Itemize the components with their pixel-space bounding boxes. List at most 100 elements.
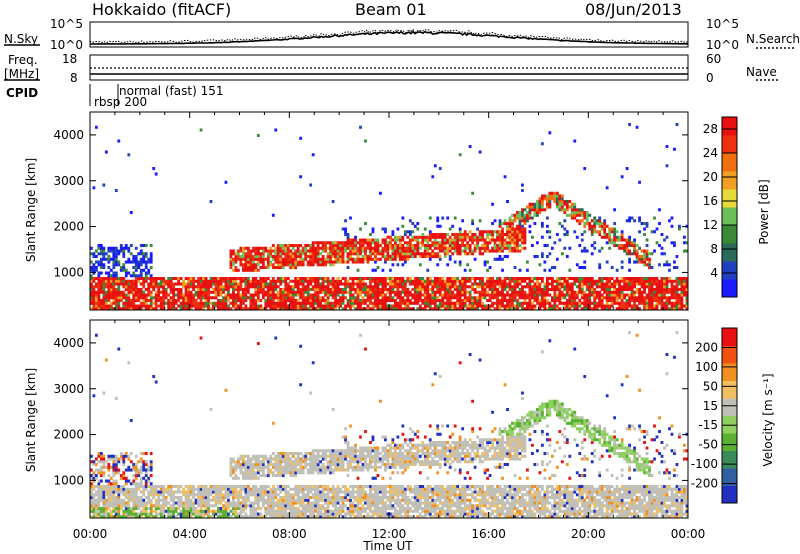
range-cell xyxy=(254,304,258,308)
range-cell xyxy=(169,509,173,513)
range-cell xyxy=(117,304,121,308)
range-cell xyxy=(107,465,111,469)
range-cell xyxy=(164,301,168,305)
range-cell xyxy=(533,202,537,206)
range-cell xyxy=(503,222,507,226)
range-cell xyxy=(92,263,96,267)
range-cell xyxy=(396,293,400,297)
range-cell xyxy=(635,252,639,256)
range-cell xyxy=(613,241,617,245)
range-cell xyxy=(90,474,93,478)
freq-tick-top: 18 xyxy=(62,52,77,66)
range-cell xyxy=(269,293,273,297)
range-cell xyxy=(521,224,524,228)
range-cell xyxy=(493,230,497,234)
range-cell xyxy=(406,299,410,303)
range-cell xyxy=(139,260,143,264)
range-cell xyxy=(339,301,342,305)
range-cell xyxy=(232,490,235,494)
range-cell xyxy=(625,304,629,308)
range-cell xyxy=(209,515,213,519)
range-cell xyxy=(540,304,544,308)
range-cell xyxy=(516,279,519,283)
range-cell xyxy=(169,496,173,500)
range-cell xyxy=(665,235,669,239)
range-cell xyxy=(232,487,235,491)
range-cell xyxy=(159,504,163,508)
range-cell xyxy=(254,301,258,305)
range-cell xyxy=(344,288,347,292)
range-cell xyxy=(538,211,542,215)
range-cell xyxy=(102,290,106,294)
range-cell xyxy=(481,230,484,234)
range-cell xyxy=(172,290,176,294)
range-cell xyxy=(256,279,260,283)
range-cell xyxy=(114,397,118,401)
range-cell xyxy=(134,293,138,297)
range-cell xyxy=(526,307,529,311)
range-cell xyxy=(149,304,153,308)
range-cell xyxy=(129,282,133,286)
range-cell xyxy=(239,279,243,283)
range-cell xyxy=(162,299,166,303)
range-cell xyxy=(568,307,572,311)
range-cell xyxy=(563,279,567,283)
range-cell xyxy=(603,222,607,226)
range-cell xyxy=(349,277,352,281)
range-cell xyxy=(628,282,631,286)
range-cell xyxy=(548,202,552,206)
range-cell xyxy=(533,205,537,209)
range-cell xyxy=(364,301,367,305)
range-cell xyxy=(593,227,597,231)
range-cell xyxy=(590,244,594,248)
range-cell xyxy=(234,277,238,281)
range-cell xyxy=(224,515,228,519)
range-cell xyxy=(112,482,116,486)
range-cell xyxy=(451,277,455,281)
range-cell xyxy=(219,490,223,494)
range-cell xyxy=(428,304,432,308)
range-cell xyxy=(124,285,128,289)
range-cell xyxy=(234,282,238,286)
range-cell xyxy=(239,485,243,489)
range-cell xyxy=(364,252,367,256)
range-cell xyxy=(117,307,121,311)
range-cell xyxy=(339,299,342,303)
range-cell xyxy=(511,288,514,292)
range-cell xyxy=(249,307,253,311)
range-cell xyxy=(540,235,544,239)
range-cell xyxy=(112,454,116,458)
range-cell xyxy=(244,496,248,500)
range-cell xyxy=(122,493,126,497)
range-cell xyxy=(204,485,208,489)
range-cell xyxy=(478,233,482,237)
range-cell xyxy=(583,296,587,300)
range-cell xyxy=(199,128,203,132)
range-cell xyxy=(261,282,265,286)
range-cell xyxy=(491,301,494,305)
range-cell xyxy=(122,501,126,505)
range-cell xyxy=(511,296,514,300)
range-cell xyxy=(286,252,290,256)
range-cell xyxy=(294,282,298,286)
range-cell xyxy=(149,299,153,303)
range-cell xyxy=(456,288,460,292)
range-cell xyxy=(92,290,96,294)
range-cell xyxy=(463,301,467,305)
range-cell xyxy=(673,290,676,294)
range-cell xyxy=(543,293,547,297)
range-cell xyxy=(107,290,111,294)
range-cell xyxy=(266,277,270,281)
range-cell xyxy=(630,290,634,294)
range-cell xyxy=(416,222,420,226)
range-cell xyxy=(314,299,318,303)
range-cell xyxy=(174,282,178,286)
range-cell xyxy=(119,307,123,311)
range-cell xyxy=(381,227,385,231)
range-cell xyxy=(398,301,402,305)
range-cell xyxy=(628,299,631,303)
range-cell xyxy=(154,507,158,511)
range-cell xyxy=(570,301,574,305)
range-cell xyxy=(665,299,669,303)
range-cell xyxy=(643,260,646,264)
